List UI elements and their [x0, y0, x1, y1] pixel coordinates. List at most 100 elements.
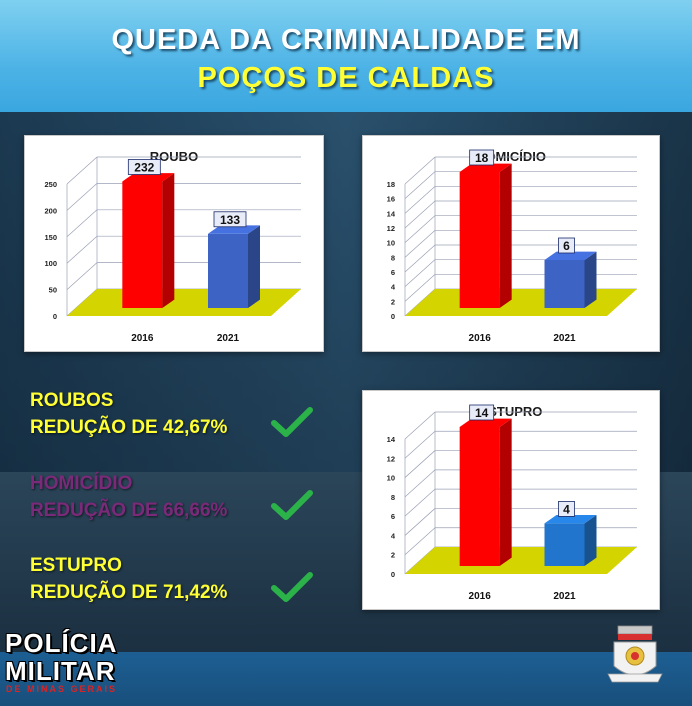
stat-homicidio-value: REDUÇÃO DE 66,66% — [30, 500, 228, 521]
stat-estupro-label: ESTUPRO — [30, 555, 122, 576]
bar-side — [499, 163, 512, 308]
check-icon — [271, 490, 313, 520]
chart-roubo: ROUBO 0 50 100 150 200 250 232 2016 133 2021 — [24, 135, 324, 352]
grid-slant — [66, 235, 98, 264]
stat-estupro: ESTUPRO REDUÇÃO DE 71,42% — [30, 552, 227, 606]
bar-side — [584, 251, 597, 308]
bar-top — [544, 515, 597, 524]
bar-side — [584, 515, 597, 566]
y-tick-label: 6 — [391, 268, 395, 277]
chart-floor — [405, 289, 637, 316]
y-tick-label: 0 — [391, 570, 395, 579]
chart-estupro-svg: ESTUPRO 0 2 4 6 8 10 12 14 14 2016 4 2021 — [387, 404, 637, 602]
x-tick-label: 2016 — [469, 591, 492, 602]
chart-floor — [405, 547, 637, 574]
bar-2016 — [122, 173, 175, 308]
value-label: 133 — [220, 213, 240, 227]
stat-homicidio: HOMICÍDIO REDUÇÃO DE 66,66% — [30, 470, 227, 524]
value-label-box — [558, 501, 575, 517]
x-tick-label: 2021 — [553, 333, 576, 344]
y-tick-label: 18 — [387, 180, 395, 189]
footer-bar — [0, 652, 692, 706]
x-tick-label: 2021 — [217, 333, 240, 344]
value-label: 232 — [134, 161, 154, 175]
bar-2021 — [544, 251, 597, 308]
y-tick-label: 8 — [391, 493, 395, 502]
grid-slant — [404, 200, 436, 229]
chart-homicidio: HOMICÍDIO 0 2 4 6 8 10 12 14 16 18 18 2016 6 2021 — [362, 135, 660, 352]
y-tick-label: 0 — [391, 312, 395, 321]
grid-slant — [66, 183, 98, 211]
chart-estupro: ESTUPRO 0 2 4 6 8 10 12 14 14 2016 4 2021 — [362, 390, 660, 610]
grid-slant — [404, 527, 436, 555]
bar-front — [122, 181, 163, 308]
grid-slant — [66, 262, 98, 290]
y-tick-label: 100 — [44, 259, 57, 268]
chart-floor — [67, 289, 301, 316]
y-tick-label: 250 — [44, 180, 57, 189]
stat-estupro-value: REDUÇÃO DE 71,42% — [30, 582, 228, 603]
stat-homicidio-label: HOMICÍDIO — [30, 473, 133, 494]
y-tick-label: 8 — [391, 253, 395, 262]
y-tick-label: 2 — [391, 297, 395, 306]
stat-roubos-value: REDUÇÃO DE 42,67% — [30, 417, 228, 438]
bar-top — [122, 173, 175, 182]
grid-slant — [404, 215, 436, 243]
x-tick-label: 2021 — [553, 591, 576, 602]
value-label-box — [127, 159, 161, 175]
x-tick-label: 2016 — [469, 333, 492, 344]
check-icon — [271, 407, 313, 437]
logo-subtitle: DE MINAS GERAIS — [6, 684, 118, 694]
bar-2021 — [208, 225, 260, 308]
chart-title: ROUBO — [150, 149, 198, 164]
stat-roubos: ROUBOS REDUÇÃO DE 42,67% — [30, 387, 227, 441]
y-tick-label: 16 — [387, 195, 395, 204]
bar-top — [459, 418, 512, 427]
grid-slant — [404, 186, 436, 214]
y-tick-label: 150 — [44, 233, 57, 242]
grid-slant — [404, 469, 436, 498]
grid-slant — [404, 508, 436, 536]
y-tick-label: 10 — [387, 474, 395, 483]
y-tick-label: 12 — [387, 454, 395, 463]
header-banner: QUEDA DA CRIMINALIDADE EM POÇOS DE CALDA… — [0, 0, 692, 112]
x-tick-label: 2016 — [131, 333, 154, 344]
grid-slant — [404, 431, 436, 459]
bar-2021 — [544, 515, 597, 566]
bar-side — [499, 418, 512, 566]
grid-slant — [404, 230, 436, 258]
check-icon — [271, 572, 313, 602]
value-label-box — [558, 237, 575, 254]
y-tick-label: 4 — [391, 283, 396, 292]
grid-slant — [404, 488, 436, 517]
bar-side — [248, 225, 260, 308]
y-tick-label: 4 — [391, 531, 396, 540]
bar-top — [544, 251, 597, 260]
pmmg-badge-icon — [607, 625, 663, 683]
y-tick-label: 50 — [49, 286, 57, 295]
value-label-box — [213, 211, 247, 228]
y-tick-label: 6 — [391, 512, 395, 521]
grid-slant — [404, 411, 436, 440]
chart-title: ESTUPRO — [480, 404, 543, 419]
value-label-box — [469, 149, 495, 166]
value-label-box — [469, 404, 495, 421]
value-label: 14 — [475, 406, 489, 420]
grid-slant — [404, 259, 436, 287]
logo-militar: MILITAR — [5, 656, 116, 686]
y-tick-label: 14 — [387, 209, 396, 218]
bar-front — [544, 260, 585, 308]
grid-slant — [404, 244, 436, 273]
grid-slant — [66, 209, 98, 238]
title-line-1: QUEDA DA CRIMINALIDADE EM — [111, 24, 581, 56]
bar-front — [544, 523, 585, 566]
y-tick-label: 0 — [53, 312, 57, 321]
y-tick-label: 14 — [387, 435, 396, 444]
bar-2016 — [459, 163, 512, 308]
title-line-2: POÇOS DE CALDAS — [197, 62, 495, 94]
stat-roubos-label: ROUBOS — [30, 390, 114, 411]
bar-top — [459, 163, 512, 172]
grid-slant — [404, 171, 436, 199]
y-tick-label: 2 — [391, 551, 395, 560]
